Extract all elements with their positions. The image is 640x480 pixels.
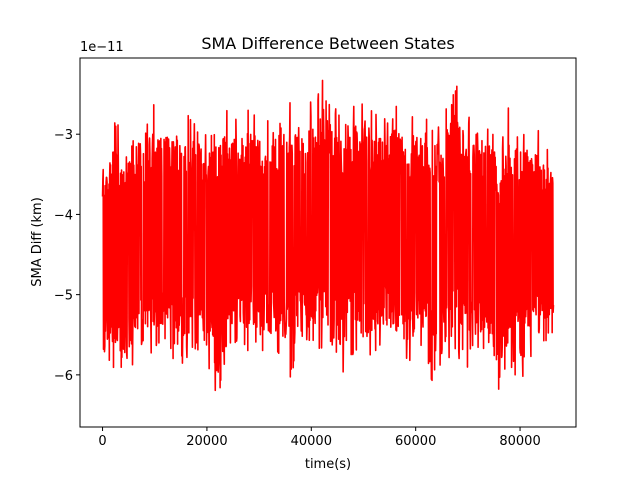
series-layer — [101, 79, 555, 392]
plot-area — [79, 57, 577, 428]
y-axis-label: SMA Diff (km) — [30, 197, 45, 287]
y-offset-label: 1e−11 — [80, 40, 124, 55]
series-line — [101, 79, 555, 392]
y-tick-label: −6 — [54, 369, 73, 384]
x-tick-label: 60000 — [395, 434, 436, 449]
y-tick-label: −3 — [54, 128, 73, 143]
axes-frame — [79, 57, 577, 428]
chart-title: SMA Difference Between States — [201, 34, 454, 53]
y-tick-label: −4 — [54, 208, 73, 223]
y-axis-ticks: −6 −5 −4 −3 — [54, 128, 80, 384]
x-tick-label: 20000 — [186, 434, 227, 449]
x-axis-label: time(s) — [305, 457, 351, 472]
x-tick-label: 0 — [98, 434, 106, 449]
x-tick-label: 80000 — [499, 434, 540, 449]
x-axis-ticks: 0 20000 40000 60000 80000 — [98, 427, 541, 449]
x-tick-label: 40000 — [291, 434, 332, 449]
y-tick-label: −5 — [54, 289, 73, 304]
